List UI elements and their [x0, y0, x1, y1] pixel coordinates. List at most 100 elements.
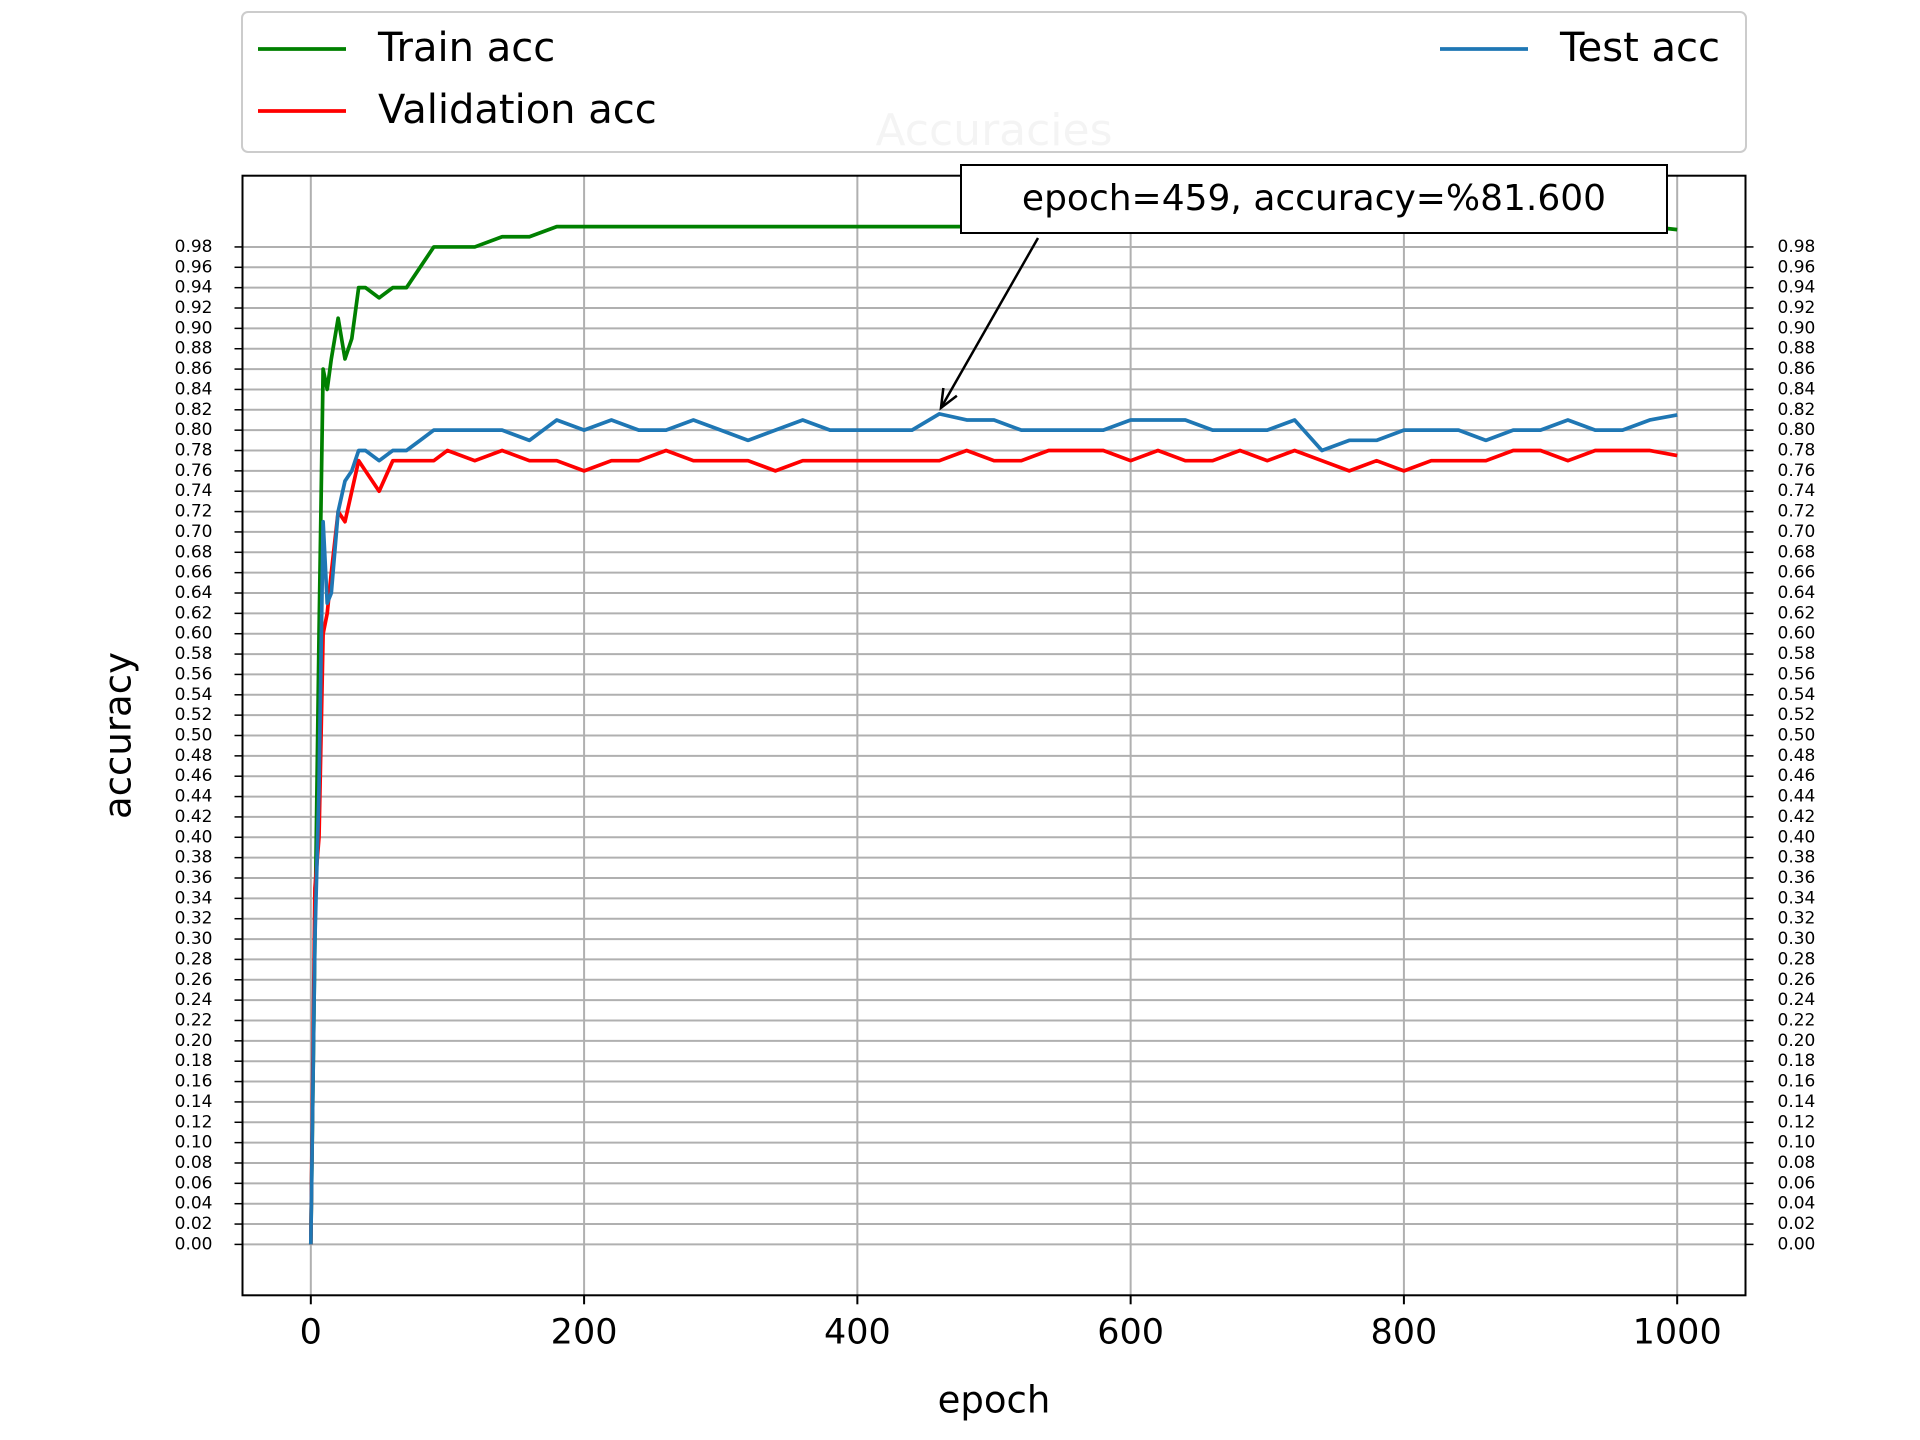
y-tick-label: 0.92: [175, 298, 213, 318]
y2-tick-label: 0.48: [1778, 746, 1816, 766]
y2-tick-label: 0.44: [1778, 787, 1816, 807]
arrow-head: [939, 387, 958, 411]
y2-tick-label: 0.70: [1778, 522, 1816, 542]
y-tick-label: 0.80: [175, 420, 213, 440]
y2-tick-label: 0.54: [1778, 685, 1816, 705]
y-tick-label: 0.94: [175, 278, 213, 298]
y2-tick-label: 0.62: [1778, 603, 1816, 623]
y2-tick-label: 0.46: [1778, 766, 1816, 786]
y-tick-label: 0.64: [175, 583, 213, 603]
y2-tick-label: 0.20: [1778, 1031, 1816, 1051]
y2-tick-label: 0.10: [1778, 1133, 1816, 1153]
y2-tick-label: 0.00: [1778, 1234, 1816, 1254]
y2-tick-label: 0.32: [1778, 909, 1816, 929]
y2-tick-label: 0.82: [1778, 400, 1816, 420]
y2-tick-label: 0.08: [1778, 1153, 1816, 1173]
y2-tick-label: 0.06: [1778, 1173, 1816, 1193]
y-tick-label: 0.86: [175, 359, 213, 379]
y-axis-label: accuracy: [97, 652, 140, 819]
y-tick-label: 0.46: [175, 766, 213, 786]
y-tick-label: 0.50: [175, 726, 213, 746]
y2-tick-label: 0.28: [1778, 949, 1816, 969]
y2-tick-label: 0.26: [1778, 970, 1816, 990]
y-tick-label: 0.28: [175, 949, 213, 969]
y2-tick-label: 0.86: [1778, 359, 1816, 379]
y-tick-label: 0.54: [175, 685, 213, 705]
y-tick-label: 0.40: [175, 827, 213, 847]
y2-tick-label: 0.80: [1778, 420, 1816, 440]
y2-tick-label: 0.98: [1778, 237, 1816, 257]
y-tick-label: 0.60: [175, 624, 213, 644]
data-line: [308, 412, 1678, 1245]
x-tick-label: 600: [1097, 1312, 1164, 1352]
y-tick-label: 0.02: [175, 1214, 213, 1234]
y2-tick-label: 0.38: [1778, 848, 1816, 868]
data-line: [308, 448, 1678, 1245]
y-tick-label: 0.20: [175, 1031, 213, 1051]
y-tick-label: 0.34: [175, 888, 213, 908]
y-tick-label: 0.16: [175, 1072, 213, 1092]
y2-tick-label: 0.58: [1778, 644, 1816, 664]
y2-tick-label: 0.22: [1778, 1010, 1816, 1030]
y-tick-label: 0.74: [175, 481, 213, 501]
y-tick-label: 0.98: [175, 237, 213, 257]
y2-tick-label: 0.72: [1778, 502, 1816, 522]
y2-tick-label: 0.16: [1778, 1072, 1816, 1092]
y-tick-label: 0.70: [175, 522, 213, 542]
y2-tick-label: 0.40: [1778, 827, 1816, 847]
x-tick-label: 0: [300, 1312, 322, 1352]
legend: Train acc Validation acc Test acc: [241, 11, 1747, 153]
y2-tick-label: 0.36: [1778, 868, 1816, 888]
x-tick-label: 200: [551, 1312, 618, 1352]
y2-tick-label: 0.68: [1778, 542, 1816, 562]
x-axis-label: epoch: [938, 1379, 1051, 1422]
y-tick-label: 0.38: [175, 848, 213, 868]
y2-tick-label: 0.52: [1778, 705, 1816, 725]
y-tick-label: 0.84: [175, 379, 213, 399]
y-tick-label: 0.88: [175, 339, 213, 359]
y-tick-label: 0.72: [175, 502, 213, 522]
x-tick-label: 800: [1371, 1312, 1438, 1352]
y-tick-label: 0.56: [175, 664, 213, 684]
legend-box: [241, 11, 1747, 153]
y2-tick-label: 0.02: [1778, 1214, 1816, 1234]
y2-tick-label: 0.66: [1778, 563, 1816, 583]
annotation-text: epoch=459, accuracy=%81.600: [1022, 178, 1606, 219]
y-tick-label: 0.58: [175, 644, 213, 664]
y-tick-label: 0.68: [175, 542, 213, 562]
y-tick-label: 0.36: [175, 868, 213, 888]
y2-tick-label: 0.04: [1778, 1194, 1816, 1214]
y2-tick-label: 0.92: [1778, 298, 1816, 318]
y-tick-label: 0.12: [175, 1112, 213, 1132]
y2-tick-label: 0.34: [1778, 888, 1816, 908]
y2-tick-label: 0.14: [1778, 1092, 1816, 1112]
y2-tick-label: 0.24: [1778, 990, 1816, 1010]
y-tick-label: 0.76: [175, 461, 213, 481]
y2-tick-label: 0.56: [1778, 664, 1816, 684]
y-tick-label: 0.00: [175, 1234, 213, 1254]
y-tick-label: 0.78: [175, 441, 213, 461]
x-tick-label: 1000: [1633, 1312, 1722, 1352]
y-tick-label: 0.48: [175, 746, 213, 766]
y-tick-label: 0.10: [175, 1133, 213, 1153]
y-tick-label: 0.90: [175, 318, 213, 338]
y2-tick-label: 0.64: [1778, 583, 1816, 603]
y2-tick-label: 0.12: [1778, 1112, 1816, 1132]
y2-tick-label: 0.76: [1778, 461, 1816, 481]
legend-label: Validation acc: [378, 87, 657, 133]
y2-tick-label: 0.96: [1778, 257, 1816, 277]
y-tick-label: 0.52: [175, 705, 213, 725]
y-tick-label: 0.42: [175, 807, 213, 827]
x-tick-label: 400: [824, 1312, 891, 1352]
annotation-arrow: [939, 237, 1040, 409]
y-tick-label: 0.26: [175, 970, 213, 990]
y-tick-label: 0.96: [175, 257, 213, 277]
y2-tick-label: 0.30: [1778, 929, 1816, 949]
y2-tick-label: 0.84: [1778, 379, 1816, 399]
y-tick-label: 0.06: [175, 1173, 213, 1193]
y2-tick-label: 0.88: [1778, 339, 1816, 359]
y-tick-label: 0.14: [175, 1092, 213, 1112]
legend-label: Train acc: [377, 25, 555, 71]
